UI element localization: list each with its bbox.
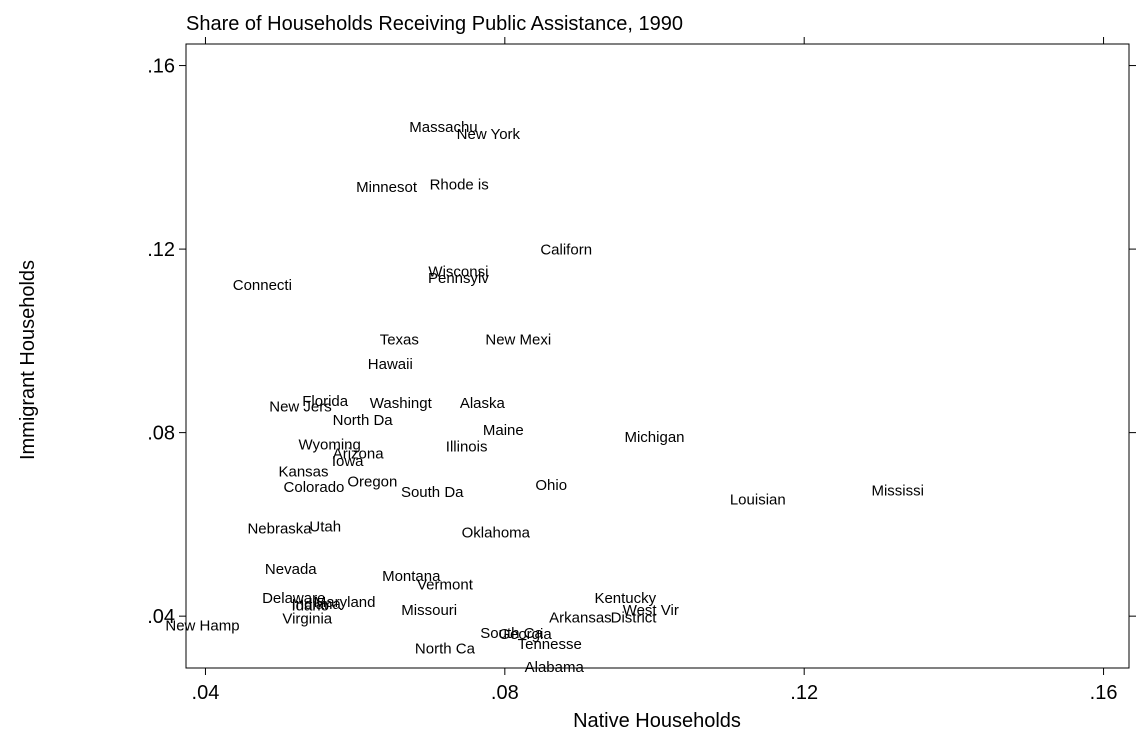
- point-label: Hawaii: [368, 356, 413, 373]
- point-label: New Jers: [269, 398, 332, 415]
- plot-area: [185, 43, 1130, 669]
- point-label: Florida: [302, 393, 349, 410]
- point-label: Montana: [382, 568, 441, 585]
- point-label: New York: [457, 126, 521, 143]
- point-label: Californ: [540, 242, 592, 259]
- point-label: Delaware: [262, 590, 325, 607]
- point-label: Kansas: [278, 464, 328, 481]
- point-label: Nebraska: [247, 521, 312, 538]
- point-label: West Vir: [623, 602, 679, 619]
- x-tick-label: .16: [1090, 682, 1118, 704]
- point-label: Oregon: [347, 473, 397, 490]
- x-axis-ticks: .04 .08 .12 .16: [192, 37, 1118, 704]
- point-label: Nevada: [265, 561, 317, 578]
- point-label: Arizona: [333, 445, 385, 462]
- point-label: Wisconsi: [428, 264, 488, 281]
- y-tick-label: .04: [147, 606, 175, 628]
- point-label: South Ca: [480, 625, 543, 642]
- point-label: Mississi: [871, 482, 924, 499]
- point-label: North Ca: [415, 640, 476, 657]
- point-label: Colorado: [284, 479, 345, 496]
- point-label: Washingt: [370, 395, 433, 412]
- point-label: Georgia: [498, 626, 552, 643]
- point-label: Utah: [309, 519, 341, 536]
- point-label: Missouri: [401, 602, 457, 619]
- point-label: Vermont: [417, 576, 474, 593]
- point-label: New Hamp: [165, 617, 239, 634]
- point-label: Alaska: [460, 395, 506, 412]
- point-label: New Mexi: [485, 331, 551, 348]
- y-tick-label: .12: [147, 239, 175, 261]
- x-tick-label: .12: [790, 682, 818, 704]
- point-label: Pennsylv: [428, 270, 489, 287]
- x-tick-label: .04: [192, 682, 220, 704]
- y-tick-label: .08: [147, 423, 175, 445]
- point-label: Oklahoma: [462, 525, 531, 542]
- point-label: Texas: [380, 331, 419, 348]
- point-label: North Da: [333, 412, 394, 429]
- point-label: Arkansas: [549, 610, 612, 627]
- x-tick-label: .08: [491, 682, 519, 704]
- point-label: Maryland: [314, 594, 376, 611]
- y-axis-ticks: .04 .08 .12 .16: [147, 56, 1136, 628]
- y-axis-title: Immigrant Households: [17, 260, 39, 460]
- point-label: District: [611, 610, 658, 627]
- point-label: South Da: [401, 484, 464, 501]
- point-label: Illinois: [446, 438, 488, 455]
- point-label: Alabama: [525, 659, 585, 676]
- y-tick-label: .16: [147, 56, 175, 78]
- point-label: Rhode is: [430, 176, 489, 193]
- point-label: Minnesot: [356, 179, 418, 196]
- point-label: Wyoming: [298, 437, 360, 454]
- point-label: Massachu: [409, 119, 477, 136]
- point-label: Louisian: [730, 492, 786, 509]
- point-label: Maine: [483, 422, 524, 439]
- point-label: Tennesse: [518, 636, 582, 653]
- chart-title: Share of Households Receiving Public Ass…: [186, 13, 683, 35]
- x-axis-title: Native Households: [573, 710, 741, 732]
- point-label: Idaho: [291, 598, 329, 615]
- point-label: Connecti: [233, 277, 292, 294]
- point-label: Virginia: [282, 610, 332, 627]
- point-label: Michigan: [624, 429, 684, 446]
- point-label: Kentucky: [594, 590, 656, 607]
- point-label: Ohio: [535, 477, 567, 494]
- point-label: Iowa: [332, 453, 364, 470]
- point-label: Indiana: [292, 596, 342, 613]
